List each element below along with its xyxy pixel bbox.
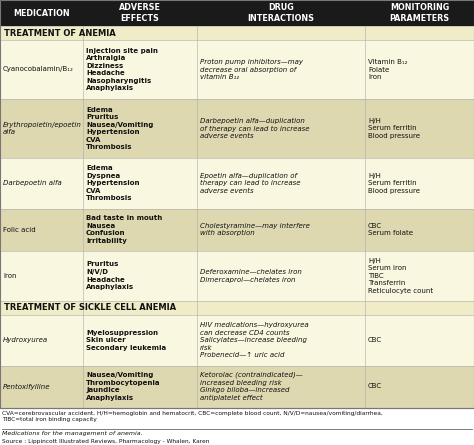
Text: Epoetin alfa—duplication of
therapy can lead to increase
adverse events: Epoetin alfa—duplication of therapy can … bbox=[200, 173, 300, 194]
Bar bbox=[0, 209, 474, 251]
Text: CBC: CBC bbox=[368, 384, 382, 389]
Text: Iron: Iron bbox=[3, 273, 17, 279]
Bar bbox=[0, 365, 474, 408]
Text: TREATMENT OF ANEMIA: TREATMENT OF ANEMIA bbox=[4, 28, 116, 37]
Text: Myelosuppression
Skin ulcer
Secondary leukemia: Myelosuppression Skin ulcer Secondary le… bbox=[86, 330, 166, 351]
Text: Folic acid: Folic acid bbox=[3, 227, 36, 232]
Bar bbox=[0, 158, 474, 209]
Text: Erythropoietin/epoetin
alfa: Erythropoietin/epoetin alfa bbox=[3, 121, 82, 135]
Text: MEDICATION: MEDICATION bbox=[13, 8, 70, 17]
Text: Cholestyramine—may interfere
with absorption: Cholestyramine—may interfere with absorp… bbox=[200, 222, 310, 236]
Text: Ketorolac (contraindicated)—
increased bleeding risk
Ginkgo biloba—increased
ant: Ketorolac (contraindicated)— increased b… bbox=[200, 372, 302, 401]
Text: Proton pump inhibitors—may
decrease oral absorption of
vitamin B₁₂: Proton pump inhibitors—may decrease oral… bbox=[200, 59, 303, 80]
Text: H/H
Serum iron
TIBC
Transferrin
Reticulocyte count: H/H Serum iron TIBC Transferrin Reticulo… bbox=[368, 258, 433, 294]
Text: ADVERSE
EFFECTS: ADVERSE EFFECTS bbox=[119, 3, 161, 23]
Text: Cyanocobalamin/B₁₂: Cyanocobalamin/B₁₂ bbox=[3, 66, 74, 73]
Bar bbox=[0, 99, 474, 158]
Text: Nausea/Vomiting
Thrombocytopenia
Jaundice
Anaphylaxis: Nausea/Vomiting Thrombocytopenia Jaundic… bbox=[86, 372, 161, 401]
Text: Darbepoetin alfa—duplication
of therapy can lead to increase
adverse events: Darbepoetin alfa—duplication of therapy … bbox=[200, 118, 309, 139]
Bar bbox=[0, 26, 474, 40]
Text: Pruritus
N/V/D
Headache
Anaphylaxis: Pruritus N/V/D Headache Anaphylaxis bbox=[86, 262, 134, 290]
Text: CVA=cerebrovascular accident, H/H=hemoglobin and hematocrit, CBC=complete blood : CVA=cerebrovascular accident, H/H=hemogl… bbox=[2, 410, 383, 422]
Text: Edema
Pruritus
Nausea/Vomiting
Hypertension
CVA
Thrombosis: Edema Pruritus Nausea/Vomiting Hypertens… bbox=[86, 107, 153, 150]
Text: TREATMENT OF SICKLE CELL ANEMIA: TREATMENT OF SICKLE CELL ANEMIA bbox=[4, 303, 176, 312]
Text: MONITORING
PARAMETERS: MONITORING PARAMETERS bbox=[390, 3, 449, 23]
Text: Edema
Dyspnea
Hypertension
CVA
Thrombosis: Edema Dyspnea Hypertension CVA Thrombosi… bbox=[86, 165, 139, 201]
Text: CBC: CBC bbox=[368, 337, 382, 343]
Bar bbox=[0, 301, 474, 315]
Text: Pentoxifylline: Pentoxifylline bbox=[3, 384, 51, 389]
Text: Hydroxyurea: Hydroxyurea bbox=[3, 337, 48, 343]
Text: Source : Lippincott Illustrated Reviews, Pharmacology - Whalen, Karen: Source : Lippincott Illustrated Reviews,… bbox=[2, 440, 210, 445]
Text: Bad taste in mouth
Nausea
Confusion
Irritability: Bad taste in mouth Nausea Confusion Irri… bbox=[86, 215, 162, 244]
Text: Darbepoetin alfa: Darbepoetin alfa bbox=[3, 180, 62, 186]
Text: H/H
Serum ferritin
Blood pressure: H/H Serum ferritin Blood pressure bbox=[368, 118, 420, 139]
Bar bbox=[0, 40, 474, 99]
Bar bbox=[0, 251, 474, 301]
Text: DRUG
INTERACTIONS: DRUG INTERACTIONS bbox=[247, 3, 314, 23]
Text: Medications for the management of anemia.: Medications for the management of anemia… bbox=[2, 430, 143, 436]
Text: HIV medications—hydroxyurea
can decrease CD4 counts
Salicylates—increase bleedin: HIV medications—hydroxyurea can decrease… bbox=[200, 322, 308, 358]
Bar bbox=[0, 315, 474, 365]
Text: Vitamin B₁₂
Folate
Iron: Vitamin B₁₂ Folate Iron bbox=[368, 59, 408, 80]
Text: Deferoxamine—chelates iron
Dimercaprol—chelates iron: Deferoxamine—chelates iron Dimercaprol—c… bbox=[200, 269, 301, 283]
Text: H/H
Serum ferritin
Blood pressure: H/H Serum ferritin Blood pressure bbox=[368, 173, 420, 194]
Bar bbox=[0, 0, 474, 26]
Text: CBC
Serum folate: CBC Serum folate bbox=[368, 223, 413, 236]
Text: Injection site pain
Arthralgia
Dizziness
Headache
Nasopharyngitis
Anaphylaxis: Injection site pain Arthralgia Dizziness… bbox=[86, 48, 158, 91]
